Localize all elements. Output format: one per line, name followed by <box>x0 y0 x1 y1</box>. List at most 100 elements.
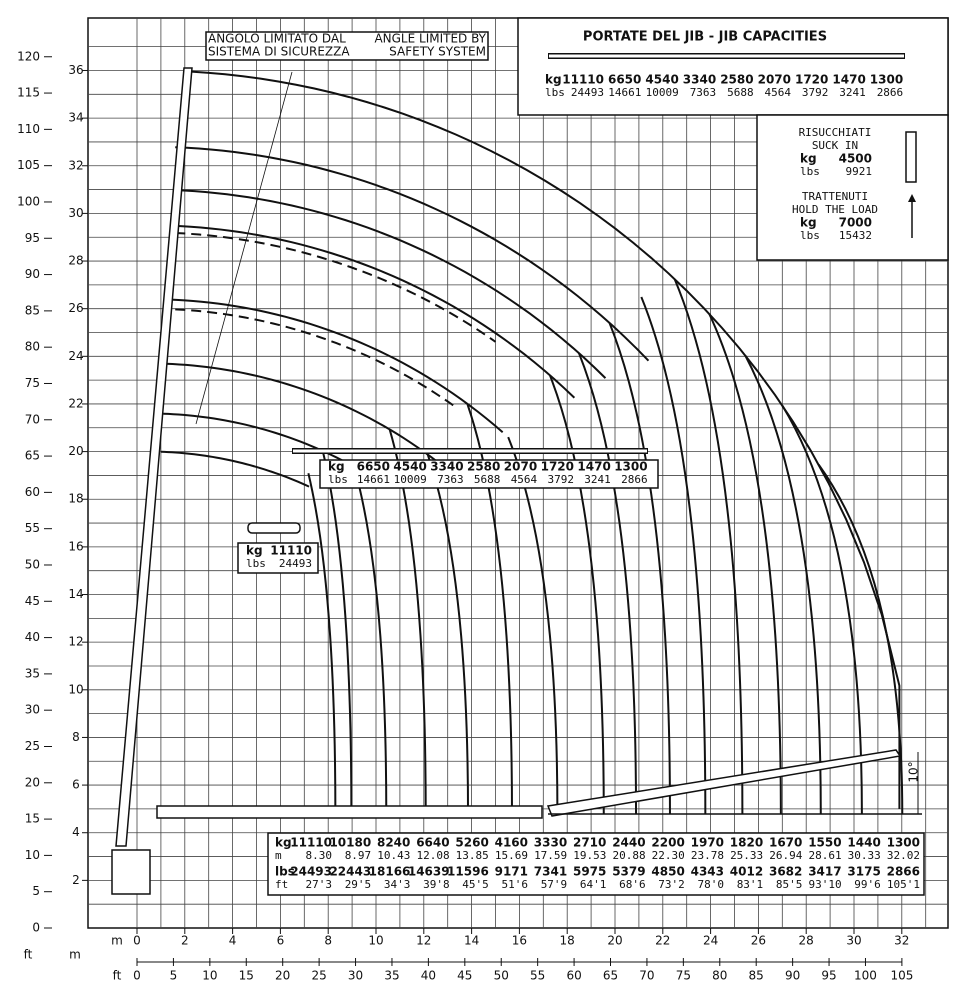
m-value: 8.97 <box>345 849 372 862</box>
lbs-value: 14661 <box>357 473 390 486</box>
y-ft-tick-label: 100 <box>17 194 40 208</box>
lbs-value: 4564 <box>511 473 538 486</box>
jib-icon <box>247 522 301 534</box>
y-m-tick-label: 26 <box>68 301 83 315</box>
load-curve <box>307 473 337 814</box>
row-label: lbs <box>246 557 266 570</box>
y-m-tick-label: 16 <box>68 539 83 553</box>
lbs-value: 9171 <box>495 865 528 879</box>
envelope <box>189 70 901 809</box>
kg-value: 6650 <box>357 460 390 474</box>
lbs-value: 9921 <box>846 165 873 178</box>
y-ft-tick-label: 35 <box>25 666 40 680</box>
kg-value: 2580 <box>720 73 753 87</box>
y-m-tick-label: 30 <box>68 206 83 220</box>
m-value: 26.94 <box>769 849 802 862</box>
kg-value: 1970 <box>691 836 724 850</box>
lbs-value: 14639 <box>408 865 450 879</box>
kg-value: 10180 <box>329 836 371 850</box>
lbs-value: 4343 <box>691 865 724 879</box>
row-label: lbs <box>275 865 295 879</box>
kg-value: 1300 <box>887 836 920 850</box>
lbs-value: 18166 <box>369 865 411 879</box>
lbs-value: 3175 <box>847 865 880 879</box>
panel-title: SUCK IN <box>812 139 858 152</box>
ft-value: 39'8 <box>423 878 450 891</box>
kg-value: 6640 <box>416 836 449 850</box>
lbs-value: 3792 <box>802 86 829 99</box>
note: SAFETY SYSTEM <box>389 45 486 59</box>
x-ft-tick-label: 75 <box>676 969 691 983</box>
kg-value: 1720 <box>541 460 574 474</box>
lbs-value: 11596 <box>447 865 489 879</box>
x-ft-tick-label: 25 <box>311 969 326 983</box>
kg-value: 4500 <box>839 152 872 166</box>
y-ft-tick-label: 70 <box>25 412 40 426</box>
m-value: 12.08 <box>416 849 449 862</box>
boom-arc <box>170 224 576 399</box>
lbs-value: 5975 <box>573 865 606 879</box>
kg-value: 1440 <box>847 836 880 850</box>
kg-value: 6650 <box>608 73 641 87</box>
load-curve <box>466 403 513 814</box>
y-m-tick-label: 32 <box>68 158 83 172</box>
boom-arc <box>163 412 367 475</box>
x-ft-tick-label: 20 <box>275 969 290 983</box>
ft-value: 73'2 <box>658 878 685 891</box>
y-m-tick-label: 18 <box>68 492 83 506</box>
panel-title: HOLD THE LOAD <box>792 203 878 216</box>
axis-label: ft <box>24 948 33 962</box>
x-ft-tick-label: 15 <box>239 969 254 983</box>
ft-value: 45'5 <box>462 878 489 891</box>
x-ft-tick-label: 90 <box>785 969 800 983</box>
load-curve <box>744 354 822 814</box>
m-value: 17.59 <box>534 849 567 862</box>
kg-value: 1820 <box>730 836 763 850</box>
m-value: 28.61 <box>808 849 841 862</box>
lbs-value: 3417 <box>808 865 841 879</box>
row-label: lbs <box>328 473 348 486</box>
y-ft-tick-label: 5 <box>32 884 40 898</box>
main-boom <box>115 67 193 847</box>
load-curve <box>673 278 744 814</box>
load-curve <box>353 466 388 814</box>
y-m-tick-label: 6 <box>72 778 80 792</box>
x-ft-tick-label: 95 <box>821 969 836 983</box>
x-m-tick-label: 26 <box>751 934 766 948</box>
kg-value: 1300 <box>614 460 647 474</box>
horizontal-boom <box>156 805 543 819</box>
lbs-value: 7363 <box>690 86 717 99</box>
x-ft-tick-label: 70 <box>639 969 654 983</box>
x-ft-tick-label: 85 <box>749 969 764 983</box>
x-ft-tick-label: 60 <box>566 969 581 983</box>
y-m-tick-label: 8 <box>72 730 80 744</box>
x-ft-tick-label: 50 <box>494 969 509 983</box>
x-m-tick-label: 2 <box>181 934 189 948</box>
kg-value: 2070 <box>758 73 791 87</box>
boom-arc <box>172 189 607 379</box>
x-ft-tick-label: 100 <box>854 969 877 983</box>
boom-arc <box>160 450 310 488</box>
kg-value: 3340 <box>430 460 463 474</box>
load-curve <box>608 322 671 814</box>
kg-value: 8240 <box>377 836 410 850</box>
angle-label: 10° <box>907 761 921 782</box>
kg-value: 1720 <box>795 73 828 87</box>
ft-value: 83'1 <box>737 878 764 891</box>
lbs-value: 2866 <box>887 865 920 879</box>
kg-value: 7000 <box>839 216 872 230</box>
lbs-value: 4564 <box>765 86 792 99</box>
lbs-value: 2866 <box>621 473 648 486</box>
m-value: 19.53 <box>573 849 606 862</box>
kg-value: 1300 <box>870 73 903 87</box>
kg-value: 2710 <box>573 836 606 850</box>
kg-value: 11110 <box>270 544 312 558</box>
lbs-value: 15432 <box>839 229 872 242</box>
y-ft-tick-label: 95 <box>25 231 40 245</box>
x-m-tick-label: 8 <box>324 934 332 948</box>
y-ft-tick-label: 25 <box>25 739 40 753</box>
y-m-tick-label: 4 <box>72 825 80 839</box>
lbs-value: 7341 <box>534 865 567 879</box>
kg-value: 4160 <box>495 836 528 850</box>
y-ft-tick-label: 75 <box>25 376 40 390</box>
